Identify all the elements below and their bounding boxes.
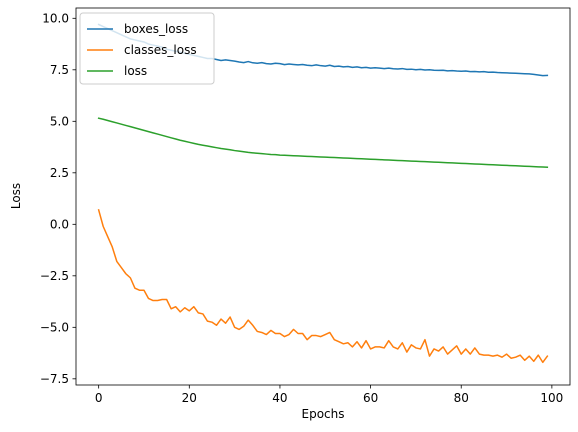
y-tick-label: 7.5 <box>50 63 69 77</box>
y-tick-label: 5.0 <box>50 114 69 128</box>
legend: boxes_loss classes_loss loss <box>79 12 215 85</box>
x-axis-label: Epochs <box>302 407 345 421</box>
x-tick-label: 20 <box>182 391 197 405</box>
y-tick-label: −7.5 <box>40 372 69 386</box>
x-tick-label: 40 <box>272 391 287 405</box>
y-tick-label: 10.0 <box>42 11 69 25</box>
legend-label-classes-loss: classes_loss <box>124 43 197 57</box>
series-line-loss <box>97 117 549 169</box>
plot-frame <box>75 7 571 386</box>
legend-label-loss: loss <box>124 64 147 78</box>
y-axis-label: Loss <box>9 183 23 209</box>
y-axis-ticks: −7.5 −5.0 −2.5 0.0 2.5 5.0 7.5 10.0 <box>40 11 76 386</box>
x-tick-label: 100 <box>540 391 563 405</box>
series-line-classes-loss <box>97 208 549 364</box>
legend-label-boxes-loss: boxes_loss <box>124 22 188 36</box>
x-tick-label: 0 <box>95 391 103 405</box>
y-tick-label: 0.0 <box>50 217 69 231</box>
x-tick-label: 80 <box>454 391 469 405</box>
y-tick-label: 2.5 <box>50 166 69 180</box>
y-tick-label: −2.5 <box>40 269 69 283</box>
legend-frame <box>79 12 215 85</box>
x-axis-ticks: 0 20 40 60 80 100 <box>95 385 563 405</box>
x-tick-label: 60 <box>363 391 378 405</box>
y-tick-label: −5.0 <box>40 320 69 334</box>
